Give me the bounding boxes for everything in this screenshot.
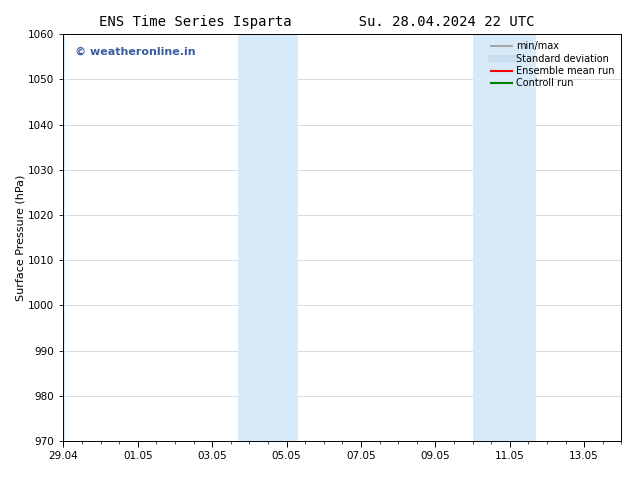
- Bar: [472, 34, 536, 441]
- Text: ENS Time Series Isparta        Su. 28.04.2024 22 UTC: ENS Time Series Isparta Su. 28.04.2024 2…: [100, 15, 534, 29]
- Bar: [52, 34, 65, 441]
- Text: © weatheronline.in: © weatheronline.in: [75, 47, 195, 56]
- Bar: [238, 34, 298, 441]
- Legend: min/max, Standard deviation, Ensemble mean run, Controll run: min/max, Standard deviation, Ensemble me…: [489, 39, 616, 90]
- Y-axis label: Surface Pressure (hPa): Surface Pressure (hPa): [15, 174, 25, 301]
